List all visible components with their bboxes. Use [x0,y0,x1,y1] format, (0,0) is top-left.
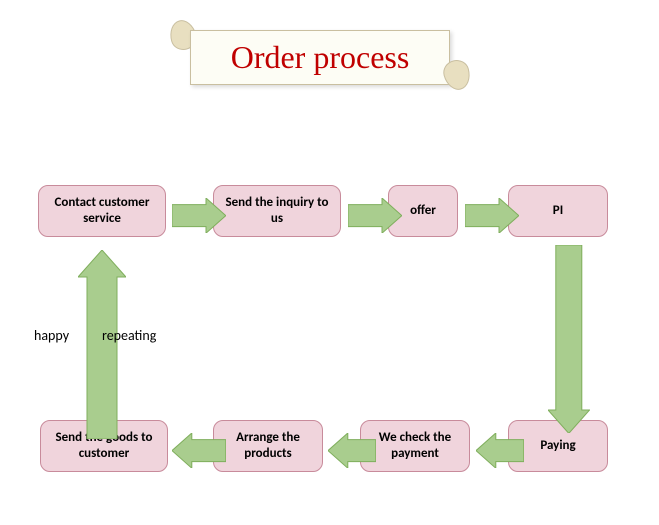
label-l1: happy [34,327,69,344]
node-n2: Send the inquiry to us [213,185,341,237]
arrow-a3 [465,198,519,233]
node-n7: Arrange the products [213,420,323,472]
arrow-a1 [172,198,226,233]
arrow-a2 [348,198,402,233]
title-text: Order process [231,39,410,76]
title-banner: Order process [170,20,470,90]
arrow-a8 [78,250,126,439]
scroll-body: Order process [190,30,450,85]
flowchart-canvas: Order process Contact customer service Se… [0,0,659,525]
label-l2: repeating [102,327,156,344]
node-n6: We check the payment [360,420,470,472]
arrow-a5 [476,433,524,468]
arrow-a4 [548,245,590,433]
arrow-a6 [328,433,376,468]
arrow-a7 [172,433,226,468]
node-n1: Contact customer service [38,185,166,237]
node-n4: PI [508,185,608,237]
